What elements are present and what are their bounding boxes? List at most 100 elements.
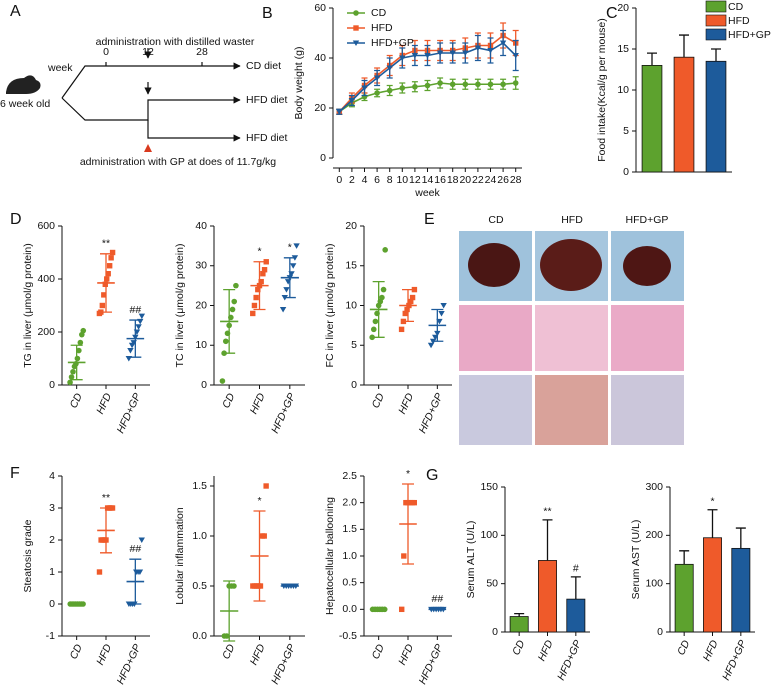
timeline-label: 0: [103, 46, 109, 58]
x-tick-label: CD: [220, 642, 237, 661]
marker: [106, 263, 113, 269]
marker: [436, 50, 444, 56]
marker: [440, 303, 447, 309]
x-tick-label: 4: [362, 174, 368, 186]
annotation: **: [543, 506, 551, 518]
x-tick-label: HFD+GP: [720, 638, 749, 682]
x-axis-label: week: [414, 187, 440, 199]
arm-label: HFD diet: [246, 94, 288, 106]
y-tick-label: 10: [617, 84, 629, 96]
marker: [279, 306, 287, 313]
error-bar: [402, 483, 414, 524]
y-tick-label: 1.5: [342, 523, 357, 535]
marker: [427, 342, 435, 349]
marker: [380, 286, 387, 293]
annotation: **: [102, 238, 110, 250]
marker: [408, 298, 414, 305]
annotation: ##: [129, 304, 141, 316]
marker: [499, 40, 507, 46]
marker: [283, 287, 290, 293]
error-bar: [679, 34, 689, 58]
y-tick-label: 20: [314, 102, 326, 114]
marker: [223, 633, 230, 639]
marker: [474, 45, 482, 51]
y-tick-label: 1.0: [342, 550, 357, 562]
marker: [77, 339, 84, 346]
marker: [80, 327, 87, 334]
marker: [76, 347, 82, 354]
y-tick-label: 0.0: [192, 630, 207, 642]
error-bar: [679, 550, 690, 565]
x-tick-label: 6: [374, 174, 380, 186]
error-bar: [372, 309, 385, 338]
bar: [509, 616, 529, 633]
marker: [424, 82, 431, 89]
timeline-label: 28: [196, 46, 208, 58]
arm-label: HFD diet: [246, 132, 288, 144]
x-tick-label: HFD: [396, 391, 416, 416]
marker: [258, 278, 264, 285]
marker: [424, 53, 431, 59]
bar: [566, 598, 586, 633]
x-tick-label: HFD+GP: [269, 642, 298, 686]
marker: [70, 368, 76, 375]
legend-swatch: [705, 0, 727, 13]
marker: [372, 318, 379, 325]
y-tick-label: 0: [49, 598, 55, 610]
marker: [512, 53, 519, 59]
y-tick-label: 2.5: [342, 470, 357, 482]
annotation: *: [288, 242, 292, 254]
x-tick-label: HFD+GP: [115, 642, 144, 686]
y-tick-label: 10: [345, 299, 357, 311]
y-tick-label: 5: [351, 339, 357, 351]
x-tick-label: 12: [409, 174, 421, 186]
y-axis-label: Steatosis grade: [22, 519, 34, 592]
timeline: [61, 62, 241, 99]
y-tick-label: 200: [645, 529, 663, 541]
x-tick-label: HFD: [248, 391, 268, 416]
week-label: week: [47, 62, 73, 74]
x-tick-label: HFD+GP: [269, 391, 298, 435]
error-bar: [542, 519, 553, 561]
legend-label: HFD+GP: [728, 29, 771, 41]
arm-line: [147, 120, 241, 142]
x-tick-label: HFD: [536, 638, 556, 663]
legend-label: HFD: [371, 22, 393, 34]
error-bar: [402, 524, 414, 565]
error-bar: [372, 281, 385, 310]
x-tick-label: CD: [510, 638, 527, 657]
annotation: ##: [431, 593, 443, 605]
marker: [487, 48, 494, 54]
legend-label: CD: [371, 7, 387, 19]
marker: [399, 85, 406, 91]
marker: [369, 334, 375, 341]
annotation: **: [102, 492, 110, 504]
y-tick-label: 0: [320, 152, 326, 164]
y-axis-label: Serum ALT (U/L): [465, 521, 477, 599]
x-tick-label: HFD+GP: [115, 391, 144, 435]
marker: [449, 81, 456, 88]
marker: [402, 310, 408, 317]
y-tick-label: 400: [37, 273, 55, 285]
marker: [475, 81, 481, 88]
y-tick-label: 60: [314, 2, 326, 14]
error-bar: [707, 509, 718, 538]
panel-label: E: [424, 211, 435, 228]
panel-label: A: [10, 3, 21, 20]
error-bar: [514, 612, 525, 617]
y-tick-label: 300: [645, 481, 663, 493]
y-tick-label: 15: [345, 260, 357, 272]
marker: [411, 286, 418, 293]
y-tick-label: 20: [195, 299, 207, 311]
y-tick-label: 100: [645, 577, 663, 589]
error-bar: [223, 288, 236, 322]
x-tick-label: HFD: [701, 638, 721, 663]
y-tick-label: 100: [480, 529, 498, 541]
marker: [411, 499, 417, 506]
liver-photos: [459, 231, 684, 301]
x-tick-label: HFD: [94, 391, 114, 416]
marker: [144, 144, 152, 152]
marker: [135, 324, 142, 330]
marker: [386, 65, 393, 71]
annotation: *: [257, 246, 261, 258]
